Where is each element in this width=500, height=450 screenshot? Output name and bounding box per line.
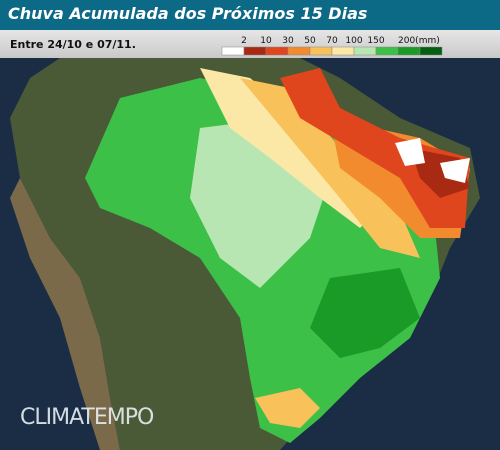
legend-label: 100 (345, 36, 362, 46)
rain-dark-green (310, 268, 420, 358)
andes (10, 178, 120, 450)
subtitle: Entre 24/10 e 07/11. (10, 38, 136, 51)
rain-yellow (240, 78, 420, 258)
legend-swatch (419, 46, 443, 56)
legend-label: 30 (282, 36, 294, 46)
legend-swatch (397, 46, 421, 56)
map (10, 58, 480, 450)
legend-label: 50 (304, 36, 316, 46)
legend-label: 10 (260, 36, 272, 46)
legend-label: 70 (326, 36, 338, 46)
legend-label: 2 (241, 36, 247, 46)
legend-swatch (375, 46, 399, 56)
legend-swatch (221, 46, 245, 56)
legend-swatch (331, 46, 355, 56)
rain-south (255, 388, 320, 428)
title: Chuva Acumulada dos Próximos 15 Dias (8, 4, 368, 23)
legend-swatch (287, 46, 311, 56)
rain-red (280, 68, 470, 228)
legend-swatch (353, 46, 377, 56)
legend-label: 150 (367, 36, 384, 46)
rain-white (395, 138, 470, 183)
legend: 2 10 30 50 70 100 150 200(mm) (221, 36, 443, 56)
watermark: CLIMATEMPO (20, 405, 154, 430)
legend-swatch (243, 46, 267, 56)
legend-swatch (265, 46, 289, 56)
title-bar: Chuva Acumulada dos Próximos 15 Dias (0, 0, 500, 30)
legend-label: 200(mm) (398, 36, 440, 46)
legend-swatch (309, 46, 333, 56)
